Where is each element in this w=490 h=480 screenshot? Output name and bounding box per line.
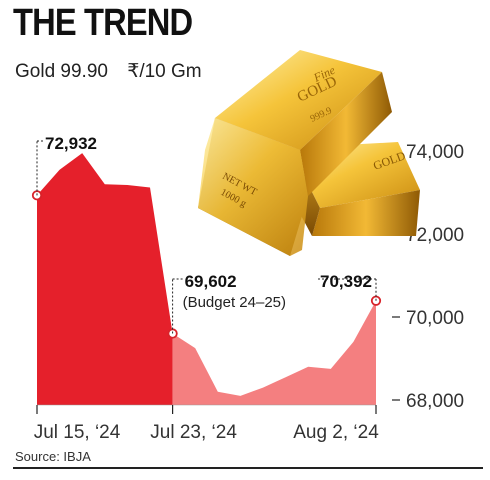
x-tick-label: Jul 23, ‘24 [150,422,237,443]
unit-label: ₹/10 Gm [127,61,202,82]
y-tick-label: 68,000 [406,391,464,412]
y-tick-label: 74,000 [406,142,464,163]
area-series-1 [37,153,173,405]
y-tick-label: 70,000 [406,308,464,329]
annotation-group: 72,932 69,602 (Budget 24–25) 70,392 [31,134,382,339]
data-label: 70,392 [320,272,372,291]
x-axis: Jul 15, ‘24 Jul 23, ‘24 Aug 2, ‘24 [34,404,379,443]
source-note: Source: IBJA [15,449,91,464]
x-tick-label: Jul 15, ‘24 [34,422,121,443]
chart-subtitle: Gold 99.90 ₹/10 Gm [15,60,202,83]
commodity-label: Gold 99.90 [15,61,108,82]
y-tick-label: 72,000 [406,225,464,246]
x-tick-label: Aug 2, ‘24 [293,422,379,443]
y-axis: 68,000 70,000 72,000 74,000 [392,142,464,412]
data-label-note: (Budget 24–25) [183,294,286,311]
area-series-group [37,153,376,405]
chart-title: THE TREND [13,2,193,44]
footer-rule [13,467,483,469]
gold-bars-illustration: GOLD Fine GOLD 999.9 NET WT 1000 g [198,50,420,256]
area-series-2 [172,300,376,405]
data-label: 69,602 [185,272,237,291]
data-label: 72,932 [45,134,97,153]
gold-bar-front: Fine GOLD 999.9 NET WT 1000 g [198,50,392,256]
